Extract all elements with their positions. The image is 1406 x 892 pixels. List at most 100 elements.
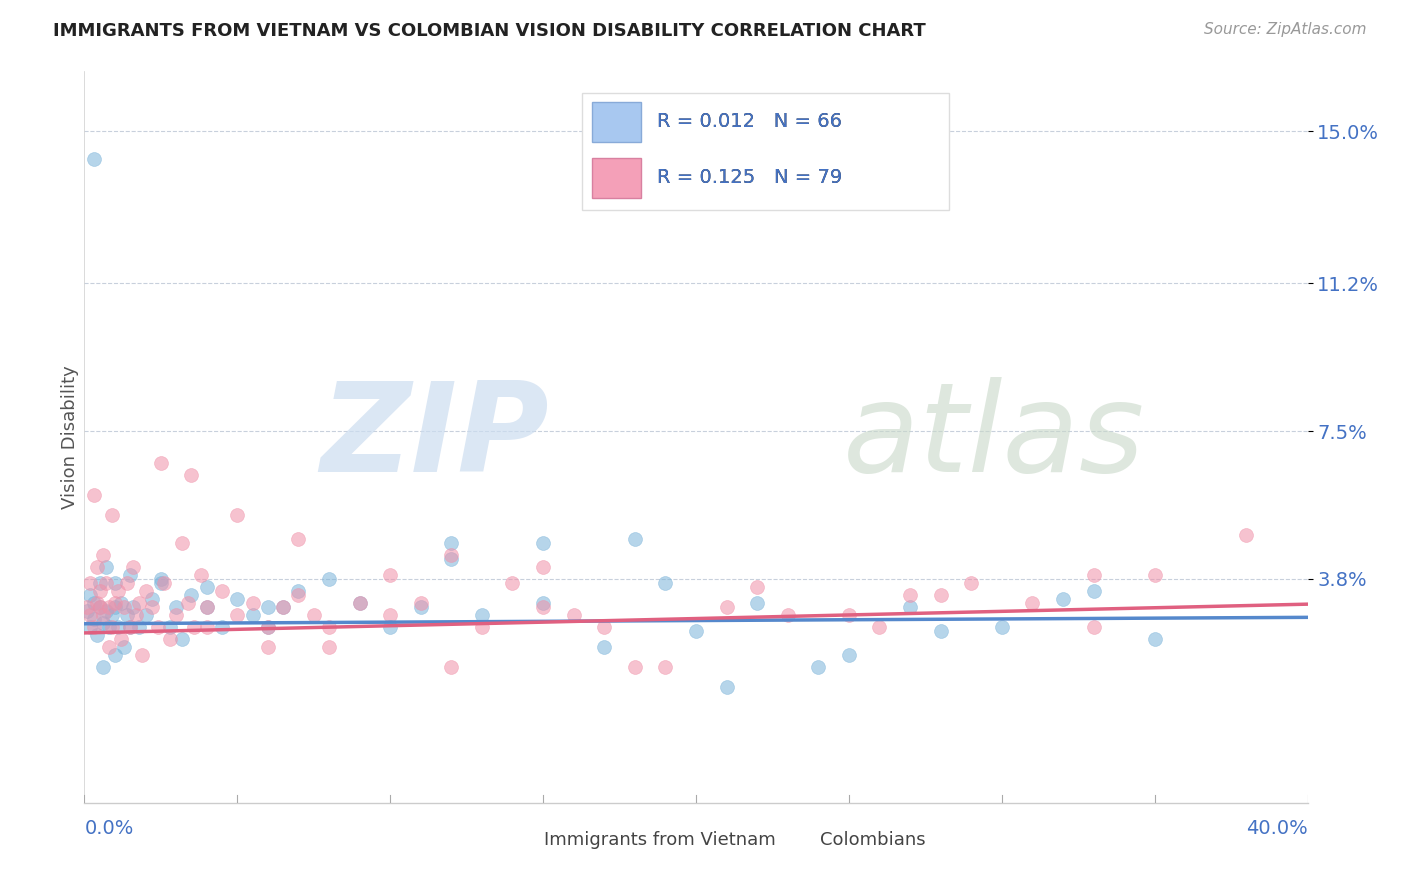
Point [79,607,101,622]
Text: Immigrants from Vietnam: Immigrants from Vietnam [544,831,776,849]
Point [242,607,264,622]
Text: Colombians: Colombians [820,831,925,849]
Point [180,468,202,483]
Point [226,508,249,522]
Point [94,604,117,618]
Point [287,588,309,602]
Point [195,599,218,614]
Point [101,607,124,622]
Point [115,576,138,591]
FancyBboxPatch shape [501,832,534,848]
Point [112,599,135,614]
Point [120,568,142,582]
Text: R = 0.125   N = 79: R = 0.125 N = 79 [657,168,842,187]
Point [107,584,129,599]
Point [97,640,120,654]
Point [165,607,187,622]
Point [195,580,218,594]
Point [226,607,249,622]
Point [89,576,111,591]
Point [531,596,554,610]
Point [104,576,127,591]
Point [226,591,249,606]
Point [183,620,205,634]
Point [960,576,983,591]
Point [380,568,402,582]
Point [165,599,187,614]
Point [440,548,463,562]
Point [807,660,830,674]
Point [838,607,860,622]
Point [211,620,233,634]
Point [471,620,494,634]
Point [531,560,554,574]
Point [76,604,98,618]
Point [172,536,194,550]
Point [76,599,98,614]
Point [128,596,150,610]
Point [131,648,153,662]
Point [149,576,172,591]
Point [716,599,738,614]
Text: R = 0.012   N = 66: R = 0.012 N = 66 [657,112,842,131]
Point [177,596,200,610]
Point [898,588,921,602]
Point [257,620,280,634]
Point [97,620,120,634]
Point [97,599,120,614]
Point [149,572,172,586]
Point [122,560,145,574]
Point [1236,528,1258,542]
Point [624,660,647,674]
Point [593,640,616,654]
Point [869,620,891,634]
Point [531,536,554,550]
Point [120,620,142,634]
FancyBboxPatch shape [776,832,810,848]
Point [1083,568,1105,582]
FancyBboxPatch shape [592,102,641,143]
Point [471,607,494,622]
Point [149,456,172,470]
Point [110,632,132,646]
Point [86,628,108,642]
Point [287,584,309,599]
Point [349,596,371,610]
Point [257,599,280,614]
Point [257,620,280,634]
Text: IMMIGRANTS FROM VIETNAM VS COLOMBIAN VISION DISABILITY CORRELATION CHART: IMMIGRANTS FROM VIETNAM VS COLOMBIAN VIS… [53,22,927,40]
Point [128,620,150,634]
Point [654,660,676,674]
Point [776,607,799,622]
Point [104,599,127,614]
Point [440,660,463,674]
Point [531,599,554,614]
Point [747,596,769,610]
Point [91,660,114,674]
Point [107,620,129,634]
Point [79,620,101,634]
Point [89,584,111,599]
Point [440,552,463,566]
Point [86,560,108,574]
Point [380,607,402,622]
Point [257,640,280,654]
Point [120,620,142,634]
Point [153,576,176,591]
FancyBboxPatch shape [582,94,949,211]
Point [593,620,616,634]
Point [101,620,124,634]
Point [991,620,1014,634]
Text: 0.0%: 0.0% [84,819,134,838]
Text: 40.0%: 40.0% [1246,819,1308,838]
Point [122,599,145,614]
Point [1143,632,1166,646]
Point [624,532,647,546]
Point [141,599,163,614]
Point [89,599,111,614]
Text: atlas: atlas [842,376,1144,498]
Point [101,508,124,522]
Point [898,599,921,614]
Point [115,607,138,622]
Text: R = 0.012   N = 66: R = 0.012 N = 66 [657,112,842,131]
